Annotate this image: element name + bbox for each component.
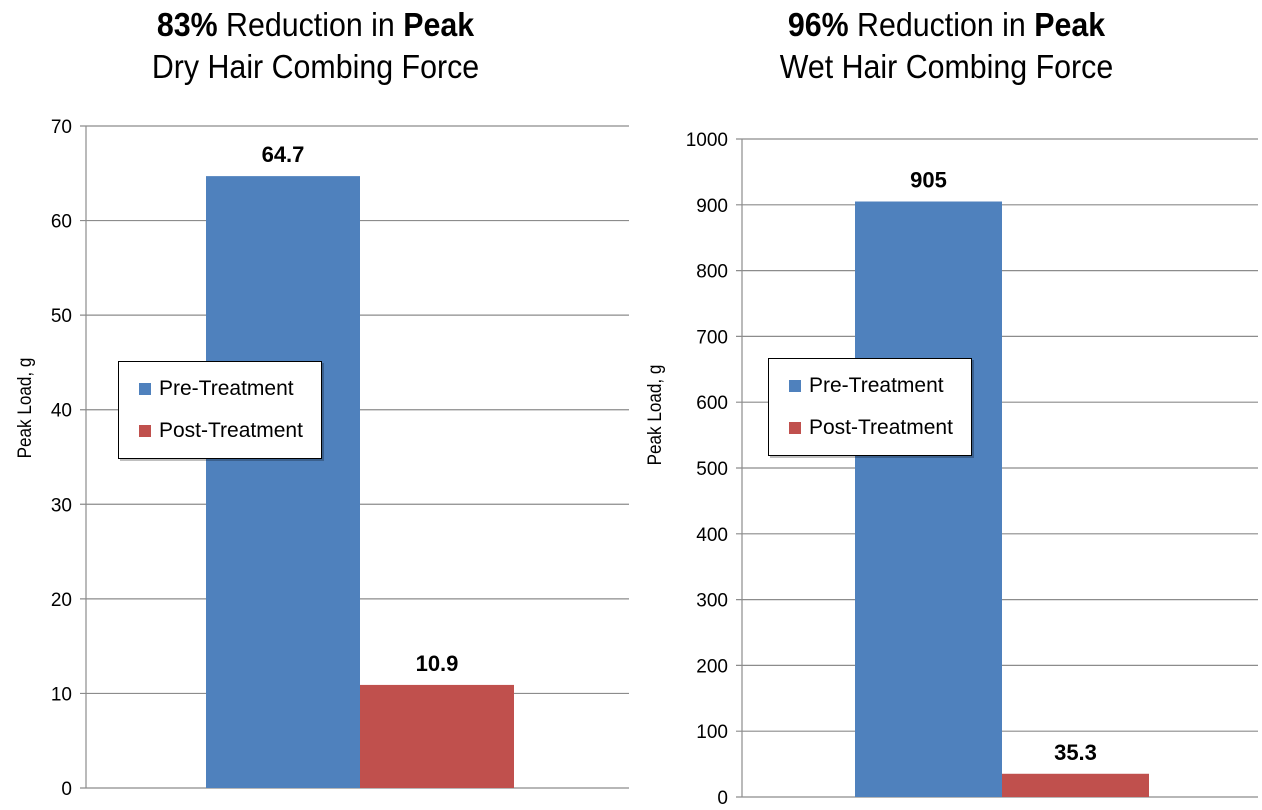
chart-title: 83% Reduction in Peak Dry Hair Combing F… [25,4,606,88]
chart-title: 96% Reduction in Peak Wet Hair Combing F… [656,4,1237,88]
y-tick-label: 600 [696,393,728,414]
legend-item-pre: Pre-Treatment [139,368,303,410]
legend-swatch-pre [139,383,151,395]
title-percent: 83% [156,6,218,43]
legend-label-pre: Pre-Treatment [159,377,294,400]
y-tick-label: 200 [696,656,728,677]
y-tick-label: 0 [61,779,72,800]
title-bold-word: Peak [403,6,475,43]
bar-pre-treatment [855,201,1002,797]
y-tick-label: 60 [51,212,72,233]
y-tick-label: 300 [696,591,728,612]
y-tick-label: 800 [696,262,728,283]
legend-item-post: Post-Treatment [139,410,303,452]
chart-plot-area: 0 100 200 300 400 500 600 700 800 900 1000 905 35.3 [686,130,1258,809]
legend-swatch-post [139,425,151,437]
y-tick-label: 30 [51,495,72,516]
legend-swatch-post [789,422,801,434]
bar-post-treatment [1002,773,1149,797]
chart-panel-dry: 83% Reduction in Peak Dry Hair Combing F… [15,4,629,800]
chart-legend: Pre-Treatment Post-Treatment [768,358,972,456]
y-tick-label: 20 [51,590,72,611]
y-tick-label: 1000 [686,130,728,151]
legend-label-post: Post-Treatment [809,416,953,439]
title-subtitle: Wet Hair Combing Force [779,48,1114,85]
data-label: 64.7 [262,142,305,167]
chart-plot-area: 0 10 20 30 40 50 60 70 64.7 10.9 [51,117,629,800]
bar-pre-treatment [206,176,360,788]
chart-panel-wet: 96% Reduction in Peak Wet Hair Combing F… [631,0,1262,810]
title-percent: 96% [787,6,849,43]
data-label: 905 [910,168,947,193]
legend-item-post: Post-Treatment [789,407,953,449]
y-tick-label: 10 [51,684,72,705]
legend-swatch-pre [789,380,801,392]
data-label: 35.3 [1054,740,1097,765]
title-text: Reduction in [848,6,1035,43]
y-tick-label: 100 [696,722,728,743]
y-tick-label: 900 [696,196,728,217]
y-tick-label: 400 [696,525,728,546]
legend-label-post: Post-Treatment [159,419,303,442]
title-text: Reduction in [217,6,404,43]
y-tick-label: 50 [51,306,72,327]
y-tick-label: 0 [717,788,728,809]
title-bold-word: Peak [1034,6,1106,43]
y-tick-label: 70 [51,117,72,138]
bar-post-treatment [360,684,514,788]
legend-label-pre: Pre-Treatment [809,374,944,397]
data-label: 10.9 [416,651,459,676]
chart-legend: Pre-Treatment Post-Treatment [118,361,322,459]
y-tick-label: 40 [51,401,72,422]
title-subtitle: Dry Hair Combing Force [151,48,480,85]
y-tick-label: 700 [696,327,728,348]
legend-item-pre: Pre-Treatment [789,365,953,407]
y-tick-label: 500 [696,459,728,480]
